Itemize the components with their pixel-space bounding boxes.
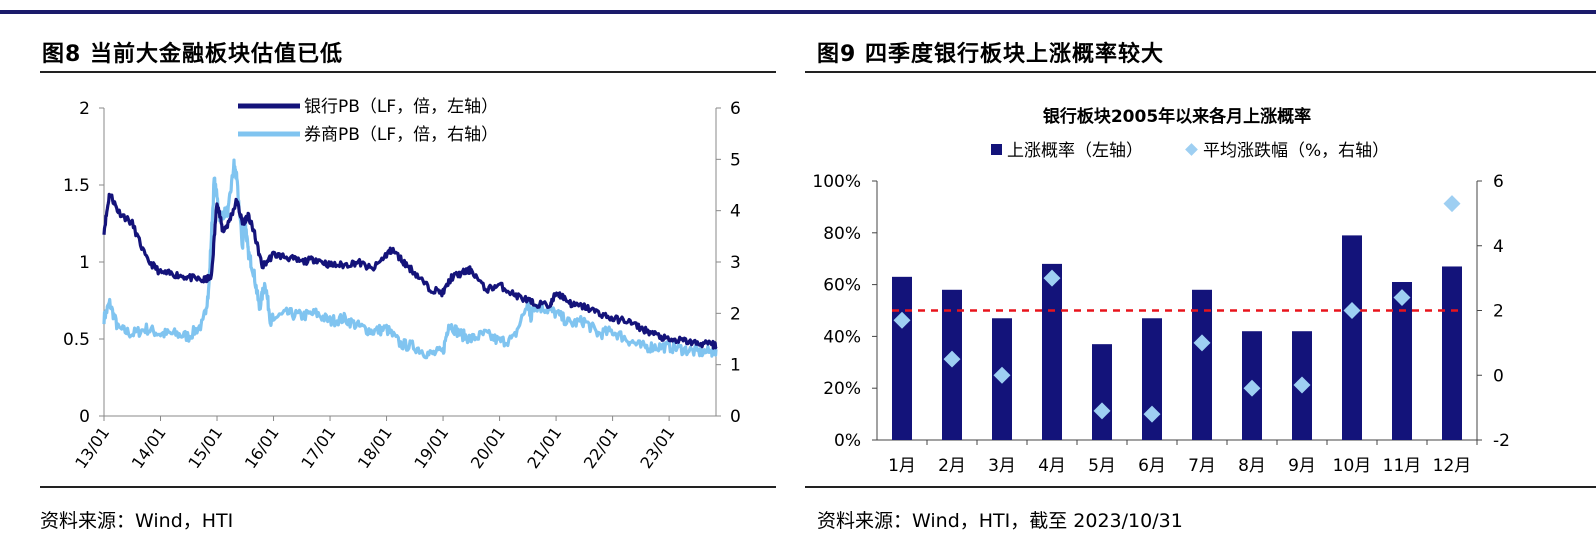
left-y-tick-label: 1.5: [63, 176, 90, 196]
left-y-tick-label: 0.5: [63, 330, 90, 350]
bar-11: [1392, 282, 1412, 440]
avg-change-marker-2: [943, 350, 961, 368]
right-y-tick-label: 6: [730, 99, 741, 119]
bar-4: [1042, 263, 1062, 440]
right-y-tick-label: -2: [1493, 431, 1510, 451]
x-tick-label: 18/01: [354, 423, 396, 472]
x-tick-label: 5月: [1088, 456, 1116, 476]
avg-change-marker-3: [993, 366, 1011, 384]
legend-bar-swatch: [991, 144, 1002, 155]
right-y-tick-label: 6: [1493, 172, 1504, 192]
x-tick-label: 14/01: [128, 423, 170, 472]
avg-change-marker-12: [1443, 195, 1461, 213]
x-tick-label: 17/01: [297, 423, 339, 472]
top-accent-bar: [0, 10, 1596, 14]
x-tick-label: 10月: [1333, 456, 1372, 476]
left-y-tick-label: 80%: [823, 224, 861, 244]
broker-pb-line: [102, 158, 718, 360]
bar-5: [1092, 344, 1112, 440]
legend-broker-label: 券商PB（LF，倍，右轴）: [304, 125, 498, 145]
legend-diamond-label: 平均涨跌幅（%，右轴）: [1203, 141, 1389, 161]
bar-6: [1142, 318, 1162, 440]
right-y-tick-label: 0: [1493, 366, 1504, 386]
right-y-tick-label: 4: [730, 202, 741, 222]
left-y-tick-label: 100%: [812, 172, 861, 192]
x-tick-label: 3月: [988, 456, 1016, 476]
title-rule: [805, 71, 1596, 73]
bottom-rule: [805, 486, 1596, 488]
x-tick-label: 23/01: [636, 423, 678, 472]
bar-12: [1442, 266, 1462, 440]
x-tick-label: 9月: [1288, 456, 1316, 476]
x-tick-label: 2月: [938, 456, 966, 476]
left-y-tick-label: 40%: [823, 327, 861, 347]
left-y-tick-label: 60%: [823, 276, 861, 296]
x-tick-label: 7月: [1188, 456, 1216, 476]
figure-8-panel: 图8 当前大金融板块估值已低 0 0.5 1 1.5 2 0 1 2 3 4 5 6 13/01 14/0…: [0, 14, 788, 541]
x-tick-label: 19/01: [410, 423, 452, 472]
left-y-tick-label: 1: [79, 253, 90, 273]
x-tick-label: 11月: [1383, 456, 1422, 476]
right-y-tick-label: 5: [730, 150, 741, 170]
legend-bar-label: 上涨概率（左轴）: [1007, 141, 1143, 161]
bar-10: [1342, 235, 1362, 440]
figure-9-source: 资料来源：Wind，HTI，截至 2023/10/31: [817, 510, 1183, 532]
avg-change-marker-1: [893, 311, 911, 329]
x-tick-label: 4月: [1038, 456, 1066, 476]
pb-line-chart: 0 0.5 1 1.5 2 0 1 2 3 4 5 6 13/01 14/01 15/01 16/01 17/0…: [63, 97, 741, 472]
figure-9-panel: 图9 四季度银行板块上涨概率较大 银行板块2005年以来各月上涨概率上涨概率（左…: [805, 14, 1596, 541]
x-tick-label: 13/01: [71, 423, 113, 472]
right-y-tick-label: 1: [730, 356, 741, 376]
bar-7: [1192, 289, 1212, 440]
figure-8-source: 资料来源：Wind，HTI: [40, 510, 234, 532]
title-rule: [40, 71, 776, 73]
x-tick-label: 21/01: [523, 423, 565, 472]
x-tick-label: 15/01: [184, 423, 226, 472]
x-tick-label: 1月: [888, 456, 916, 476]
x-tick-label: 6月: [1138, 456, 1166, 476]
legend-bank-label: 银行PB（LF，倍，左轴）: [304, 97, 498, 117]
bank-pb-line: [102, 192, 718, 350]
right-y-tick-label: 3: [730, 253, 741, 273]
figure-9-title: 图9 四季度银行板块上涨概率较大: [817, 42, 1164, 67]
left-y-tick-label: 0%: [834, 431, 861, 451]
left-y-tick-label: 0: [79, 407, 90, 427]
right-y-tick-label: 4: [1493, 237, 1504, 257]
x-tick-label: 16/01: [241, 423, 283, 472]
bar-1: [892, 276, 912, 440]
bottom-rule: [40, 486, 776, 488]
chart-title: 银行板块2005年以来各月上涨概率: [1043, 106, 1311, 127]
x-tick-label: 22/01: [580, 423, 622, 472]
legend-diamond-swatch: [1185, 143, 1198, 156]
right-y-tick-label: 0: [730, 407, 741, 427]
left-y-tick-label: 2: [79, 99, 90, 119]
x-tick-label: 12月: [1433, 456, 1472, 476]
right-y-tick-label: 2: [730, 304, 741, 324]
x-tick-label: 8月: [1238, 456, 1266, 476]
figure-8-title: 图8 当前大金融板块估值已低: [42, 42, 343, 67]
left-y-tick-label: 20%: [823, 379, 861, 399]
x-tick-label: 20/01: [467, 423, 509, 472]
right-y-tick-label: 2: [1493, 302, 1504, 322]
